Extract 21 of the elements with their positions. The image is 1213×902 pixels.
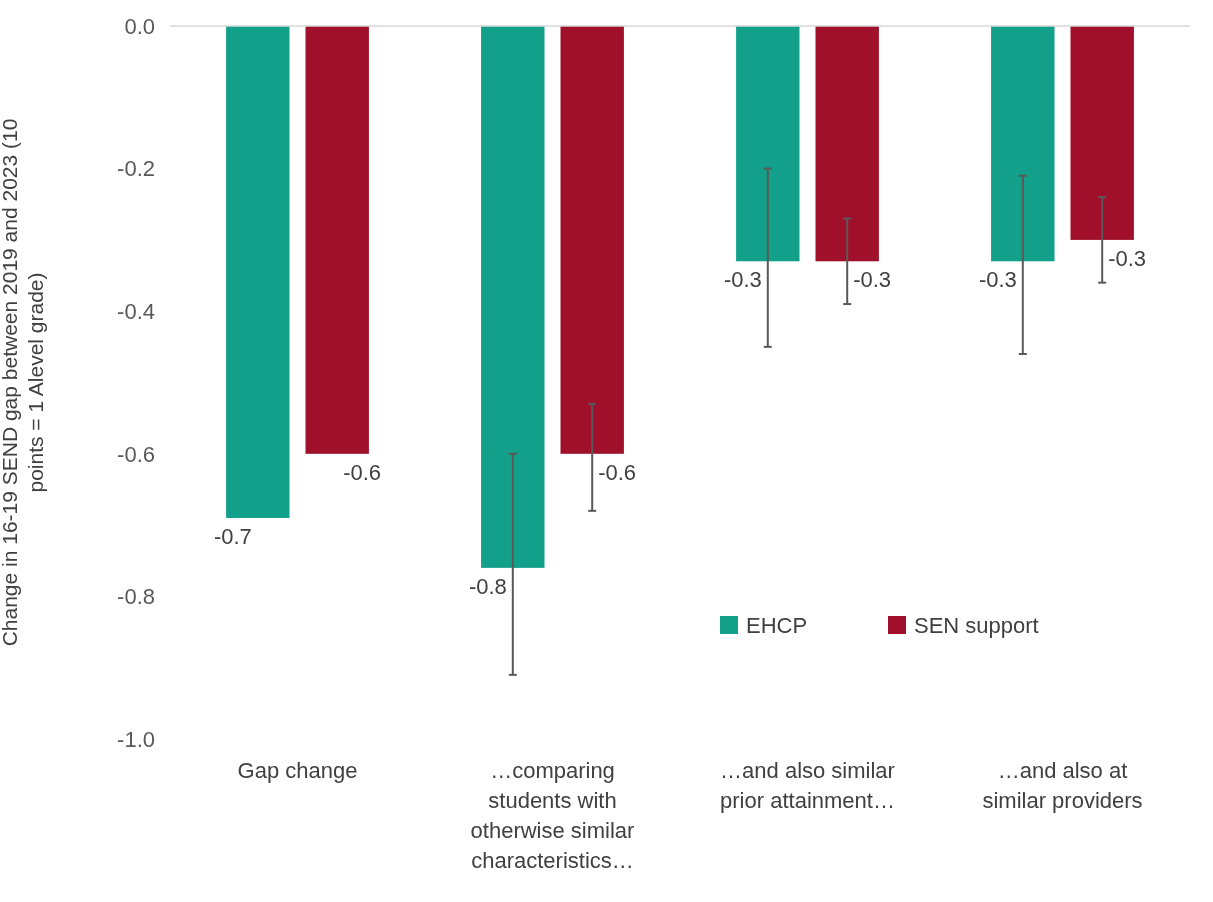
- data-label: -0.6: [598, 459, 637, 485]
- y-axis-title: Change in 16-19 SEND gap between 2019 and 2023 (10 points = 1 Alevel grade): [0, 118, 47, 647]
- x-tick-label: …and also similar prior attainment…: [720, 758, 895, 813]
- data-label: -0.6: [343, 459, 382, 485]
- y-tick-label: -1.0: [117, 726, 155, 752]
- data-label: -0.3: [1108, 245, 1147, 271]
- legend-label: EHCP: [746, 612, 808, 638]
- data-label: -0.3: [978, 266, 1017, 292]
- y-tick-label: -0.6: [117, 441, 155, 467]
- y-tick-label: -0.8: [117, 584, 155, 610]
- data-label: -0.3: [723, 266, 762, 292]
- y-tick-label: -0.4: [117, 298, 155, 324]
- x-tick-label: Gap change: [237, 758, 358, 783]
- y-tick-label: -0.2: [117, 156, 155, 182]
- data-label: -0.3: [853, 266, 892, 292]
- x-tick-label: …and also at similar providers: [982, 758, 1143, 813]
- y-tick-label: 0.0: [124, 13, 155, 39]
- data-label: -0.7: [213, 523, 252, 549]
- x-tick-label: …comparing students with otherwise similar characteristics…: [470, 758, 635, 873]
- legend-label: SEN support: [914, 612, 1039, 638]
- data-label: -0.8: [468, 573, 507, 599]
